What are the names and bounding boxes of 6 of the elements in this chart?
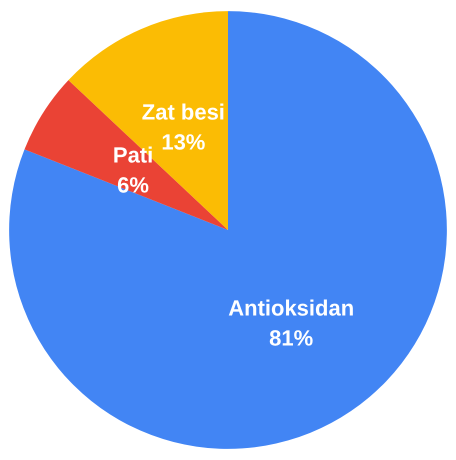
slice-label: Pati (112, 142, 154, 168)
data-label: 13% (161, 129, 206, 154)
slice-label: Antioksidan (228, 295, 354, 320)
data-label: 81% (269, 325, 314, 350)
slice-label: Zat besi (142, 99, 225, 124)
data-label: 6% (117, 172, 149, 198)
